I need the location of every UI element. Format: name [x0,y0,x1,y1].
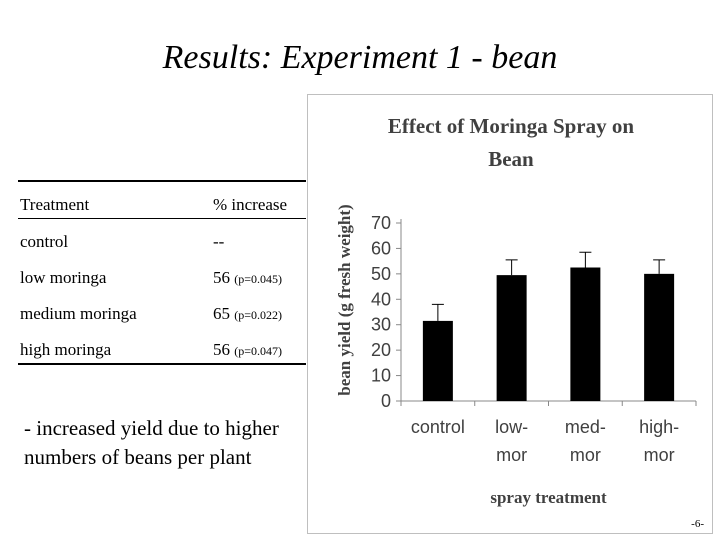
y-tick-label: 10 [371,366,391,386]
increase-value: -- [213,232,225,251]
p-value: (p=0.047) [234,344,283,358]
y-tick-label: 50 [371,264,391,284]
p-value: (p=0.045) [234,272,283,286]
increase-cell: 56 (p=0.047) [213,340,282,360]
x-axis-label: spray treatment [490,488,607,507]
x-tick-label: high- [639,417,679,437]
treatment-cell: medium moringa [20,304,137,323]
slide-title: Results: Experiment 1 - bean [0,36,720,80]
chart-title: Bean [488,147,534,171]
x-tick-label: mor [644,445,675,465]
increase-cell: 65 (p=0.022) [213,304,282,324]
table-header-increase: % increase [213,195,288,214]
table-header-row: Treatment % increase [18,182,306,219]
y-tick-label: 30 [371,315,391,335]
x-tick-label: med- [565,417,606,437]
x-tick-label: mor [570,445,601,465]
y-axis-label: bean yield (g fresh weight) [335,204,354,395]
increase-value: 65 [213,304,230,323]
y-tick-label: 40 [371,289,391,309]
title-emphasis: Results [162,39,261,76]
treatment-cell: control [20,232,69,251]
y-tick-label: 0 [381,391,391,411]
table-header-treatment: Treatment [20,195,90,214]
increase-cell: -- [213,232,224,252]
x-tick-label: mor [496,445,527,465]
x-tick-label: control [411,417,465,437]
p-value: (p=0.022) [234,308,283,322]
table-row: medium moringa 65 (p=0.022) [18,291,306,327]
table-row: high moringa 56 (p=0.047) [18,327,306,363]
bar [644,273,675,401]
table-row: control -- [18,219,306,255]
treatment-cell: low moringa [20,268,107,287]
title-rest: : Experiment 1 - bean [260,39,558,76]
table-row: low moringa 56 (p=0.045) [18,255,306,291]
results-note: - increased yield due to higher numbers … [24,416,279,469]
page-number: -6- [691,518,704,530]
chart-title: Effect of Moringa Spray on [388,114,634,138]
treatment-cell: high moringa [20,340,112,359]
bar [570,267,601,401]
increase-value: 56 [213,340,230,359]
bar [496,275,527,401]
bar-chart: Effect of Moringa Spray on Bean 0 10 20 30 40 5… [307,94,713,534]
y-tick-label: 70 [371,213,391,233]
y-tick-label: 60 [371,238,391,258]
results-table: Treatment % increase control -- low mori… [18,180,306,365]
bar [422,320,453,401]
chart-svg: Effect of Moringa Spray on Bean 0 10 20 30 40 5… [335,114,697,507]
x-tick-label: low- [495,417,528,437]
y-tick-label: 20 [371,340,391,360]
increase-value: 56 [213,268,230,287]
increase-cell: 56 (p=0.045) [213,268,282,288]
